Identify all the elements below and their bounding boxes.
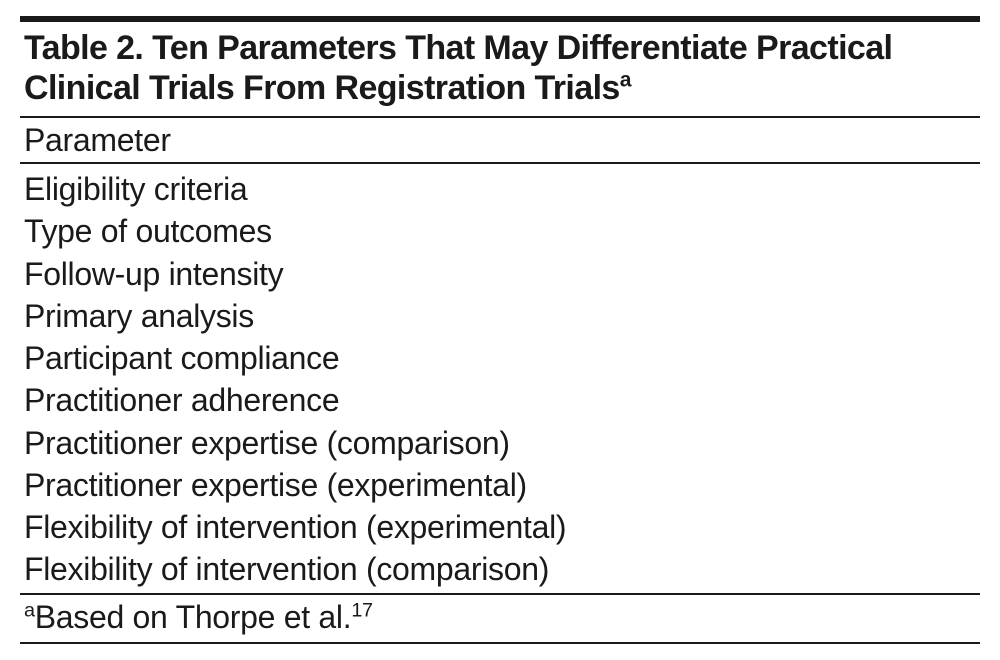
footnote-citation: 17 — [351, 599, 372, 621]
table-row: Follow-up intensity — [24, 253, 976, 295]
table-row: Type of outcomes — [24, 210, 976, 252]
table-title-text: Ten Parameters That May Differentiate Pr… — [24, 29, 892, 107]
table-footnote: aBased on Thorpe et al.17 — [20, 595, 980, 643]
footnote-marker: a — [24, 599, 35, 621]
footnote-text: Based on Thorpe et al. — [35, 599, 352, 635]
table-row: Eligibility criteria — [24, 168, 976, 210]
table-row: Practitioner expertise (comparison) — [24, 422, 976, 464]
table-row: Primary analysis — [24, 295, 976, 337]
bottom-rule — [20, 642, 980, 644]
table-body: Eligibility criteria Type of outcomes Fo… — [20, 164, 980, 592]
table-row: Participant compliance — [24, 337, 976, 379]
table-row: Flexibility of intervention (experimenta… — [24, 506, 976, 548]
title-footnote-marker: a — [620, 69, 631, 92]
table-row: Practitioner expertise (experimental) — [24, 464, 976, 506]
column-header: Parameter — [20, 118, 980, 162]
table-title: Table 2. Ten Parameters That May Differe… — [20, 22, 980, 116]
table-number: Table 2. — [24, 29, 143, 67]
table-row: Flexibility of intervention (comparison) — [24, 548, 976, 590]
table-container: Table 2. Ten Parameters That May Differe… — [20, 16, 980, 644]
table-row: Practitioner adherence — [24, 379, 976, 421]
